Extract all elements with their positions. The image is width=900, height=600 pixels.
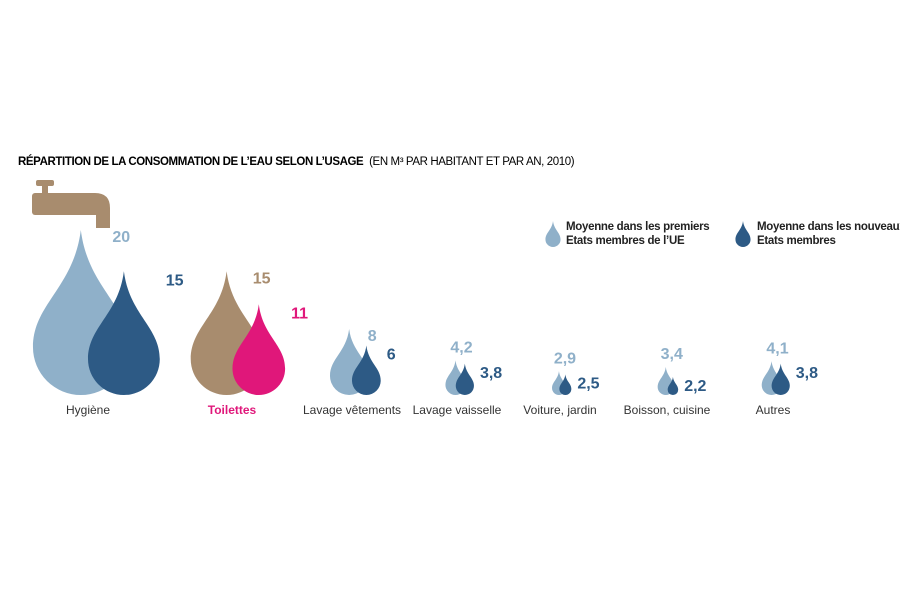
value-label: 11: [291, 305, 308, 322]
value-label: 8: [368, 328, 377, 345]
value-label: 2,2: [684, 378, 706, 395]
category-label: Boisson, cuisine: [624, 403, 711, 417]
drop: [771, 363, 790, 395]
category-label: Hygiène: [66, 403, 110, 417]
value-label: 2,9: [554, 350, 576, 367]
value-label: 15: [253, 270, 271, 287]
value-label: 6: [387, 347, 396, 364]
category-label: Autres: [756, 403, 791, 417]
category-label: Toilettes: [208, 403, 257, 417]
value-label: 4,1: [766, 340, 788, 357]
value-label: 4,2: [450, 340, 472, 357]
legend-swatch: [735, 221, 751, 248]
value-label: 3,8: [796, 365, 818, 382]
legend-label: Moyenne dans les nouveaux Etats membres: [757, 221, 900, 247]
category-label: Lavage vêtements: [303, 403, 401, 417]
legend-swatch: [545, 221, 561, 248]
chart-title: RÉPARTITION DE LA CONSOMMATION DE L’EAU …: [18, 155, 575, 168]
drop: [667, 376, 679, 396]
tap: [32, 180, 110, 228]
value-label: 2,5: [577, 376, 599, 393]
legend-label: Moyenne dans les premiers Etats membres …: [566, 221, 710, 247]
category-label: Lavage vaisselle: [413, 403, 502, 417]
drop: [559, 374, 572, 396]
category-label: Voiture, jardin: [523, 403, 596, 417]
drop: [455, 363, 474, 395]
drop: [352, 345, 381, 395]
subtitle: (EN M³ PAR HABITANT ET PAR AN, 2010): [369, 156, 575, 168]
value-label: 20: [112, 229, 130, 246]
value-label: 15: [166, 272, 184, 289]
drop: [87, 271, 160, 396]
drop: [232, 304, 286, 396]
value-label: 3,4: [661, 346, 683, 363]
value-label: 3,8: [480, 365, 502, 382]
title: RÉPARTITION DE LA CONSOMMATION DE L’EAU …: [18, 155, 364, 168]
